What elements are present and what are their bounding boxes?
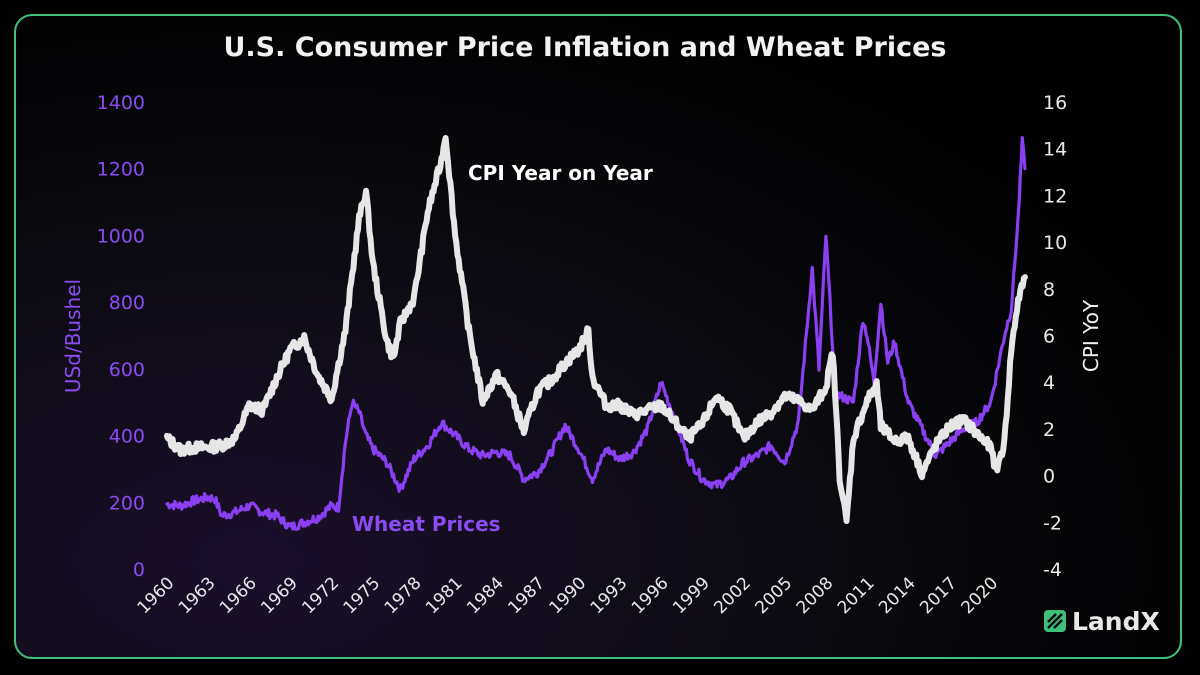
x-tick-17: 2011 [834,573,879,618]
x-tick-4: 1972 [298,573,343,618]
cpi-annotation: CPI Year on Year [468,161,653,185]
x-tick-20: 2020 [957,573,1002,618]
brand-name: LandX [1072,607,1160,636]
y-right-tick-4: 4 [1043,372,1055,394]
x-tick-13: 1999 [669,573,714,618]
landx-logo-icon [1044,610,1066,632]
y-right-tick-10: 16 [1043,92,1067,114]
wheat-price-line [165,136,1027,532]
x-tick-14: 2002 [710,573,755,618]
wheat-annotation: Wheat Prices [352,512,501,536]
x-tick-18: 2014 [875,573,920,618]
x-tick-12: 1996 [628,573,673,618]
y-left-tick-0: 0 [133,559,145,581]
y-left-tick-7: 1400 [97,92,145,114]
x-tick-5: 1975 [340,573,385,618]
x-tick-1: 1963 [175,573,220,618]
series-layer [163,135,1028,532]
x-tick-16: 2008 [793,573,838,618]
chart-title: U.S. Consumer Price Inflation and Wheat … [224,32,947,63]
x-tick-7: 1981 [422,573,467,618]
x-tick-2: 1966 [216,573,261,618]
chart-frame [14,14,1182,659]
y-right-tick-9: 14 [1043,139,1067,161]
x-tick-15: 2005 [752,573,797,618]
y-right-tick-0: -4 [1043,559,1062,581]
y-left-tick-2: 400 [109,426,145,448]
y-axis-left-label: USd/Bushel [61,279,85,393]
y-left-tick-5: 1000 [97,225,145,247]
y-left-tick-3: 600 [109,359,145,381]
y-right-tick-8: 12 [1043,185,1067,207]
x-tick-11: 1993 [587,573,632,618]
y-right-tick-5: 6 [1043,326,1055,348]
right-axis-ticks: -4 -2 0 2 4 6 8 10 12 14 16 [1043,92,1067,581]
y-right-tick-7: 10 [1043,232,1067,254]
y-right-tick-1: -2 [1043,512,1062,534]
left-axis-ticks: 0 200 400 600 800 1000 1200 1400 [97,92,145,581]
y-right-tick-6: 8 [1043,279,1055,301]
landx-logo: LandX [1044,607,1160,636]
x-tick-8: 1984 [463,573,508,618]
cpi-line [163,135,1028,524]
x-tick-9: 1987 [504,573,549,618]
y-left-tick-4: 800 [109,292,145,314]
y-left-tick-6: 1200 [97,159,145,181]
x-tick-10: 1990 [546,573,591,618]
y-axis-right-label: CPI YoY [1079,299,1103,372]
x-tick-19: 2017 [916,573,961,618]
x-axis-ticks: 1960196319661969197219751978198119841987… [134,573,1003,618]
y-right-tick-3: 2 [1043,419,1055,441]
y-left-tick-1: 200 [109,492,145,514]
y-right-tick-2: 0 [1043,466,1055,488]
x-tick-6: 1978 [381,573,426,618]
x-tick-3: 1969 [257,573,302,618]
